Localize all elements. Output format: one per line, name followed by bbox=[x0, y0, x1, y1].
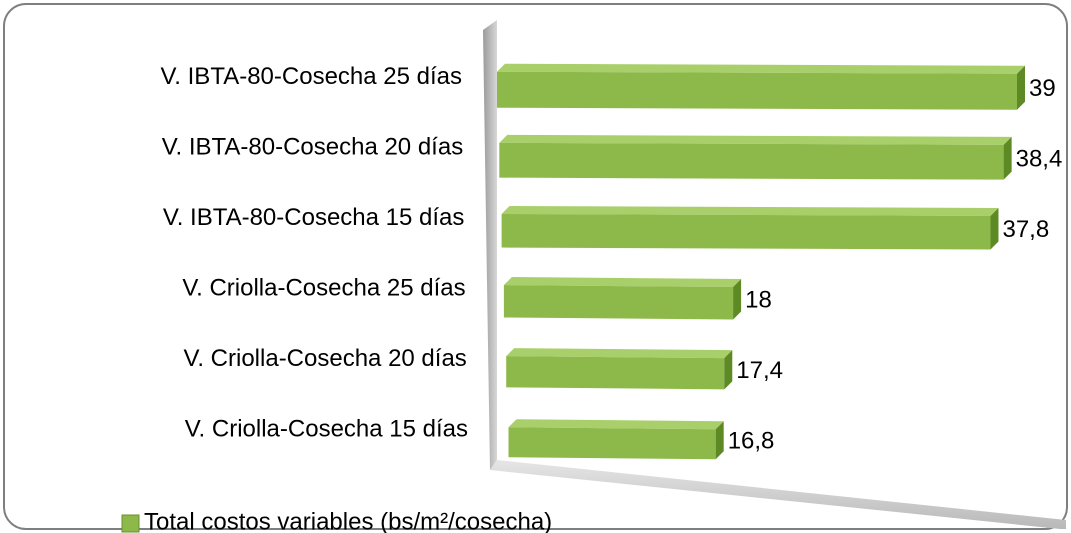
bar bbox=[497, 63, 1025, 110]
bar bbox=[501, 205, 999, 250]
bar-end bbox=[1017, 65, 1025, 110]
bar-front bbox=[508, 427, 716, 460]
legend-swatch bbox=[121, 514, 140, 533]
bar bbox=[503, 277, 742, 320]
bar-top bbox=[503, 277, 742, 288]
category-label: V. Criolla-Cosecha 15 días bbox=[185, 416, 468, 443]
bar-end bbox=[724, 350, 733, 390]
bar-end bbox=[1003, 136, 1012, 180]
value-label: 16,8 bbox=[728, 428, 775, 455]
category-label: V. IBTA-80-Cosecha 15 días bbox=[163, 204, 465, 231]
bar-top bbox=[497, 63, 1025, 74]
category-label: V. Criolla-Cosecha 25 días bbox=[182, 275, 465, 302]
bar-top bbox=[508, 419, 724, 430]
category-label: V. IBTA-80-Cosecha 25 días bbox=[161, 63, 463, 90]
bar-front bbox=[501, 213, 991, 250]
bar-top bbox=[506, 348, 733, 359]
value-label: 38,4 bbox=[1016, 146, 1063, 173]
bar-front bbox=[503, 285, 734, 320]
value-label: 17,4 bbox=[736, 357, 783, 384]
bar-top bbox=[499, 134, 1012, 145]
value-label: 37,8 bbox=[1002, 216, 1049, 243]
value-label: 18 bbox=[745, 287, 772, 314]
frame bbox=[3, 3, 1068, 530]
category-label: V. Criolla-Cosecha 20 días bbox=[184, 345, 467, 372]
bar-end bbox=[990, 207, 999, 250]
bar-front bbox=[499, 142, 1004, 180]
bar-end bbox=[733, 279, 742, 320]
floor bbox=[490, 460, 1066, 529]
bar bbox=[499, 134, 1012, 180]
value-label: 39 bbox=[1029, 75, 1056, 102]
bar bbox=[508, 419, 724, 460]
bar-front bbox=[497, 71, 1017, 110]
bar-top bbox=[501, 205, 999, 216]
back-wall bbox=[483, 20, 497, 470]
bar bbox=[506, 348, 733, 390]
bar-front bbox=[506, 356, 725, 390]
bar-end bbox=[715, 421, 724, 460]
category-label: V. IBTA-80-Cosecha 20 días bbox=[162, 134, 464, 161]
legend-label: Total costos variables (bs/m²/cosecha) bbox=[144, 508, 552, 533]
